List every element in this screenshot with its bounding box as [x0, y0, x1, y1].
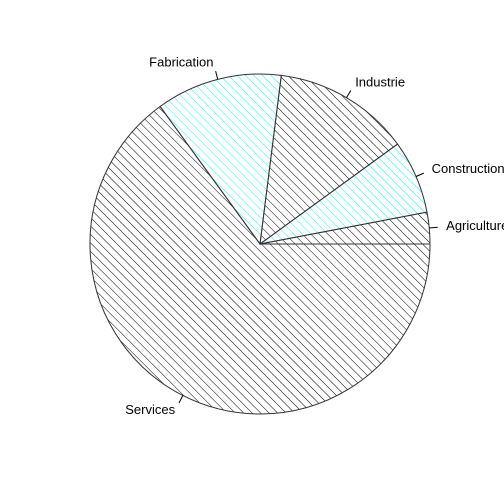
pie-leader-fabrication: [215, 70, 219, 80]
pie-label-construction: Construction: [432, 161, 504, 176]
pie-label-industrie: Industrie: [355, 74, 405, 89]
pie-leader-construction: [415, 172, 425, 177]
pie-labels: Agriculture Construction Industrie Fabricat…: [125, 54, 504, 417]
pie-label-services: Services: [125, 402, 175, 417]
pie-slice-industrie: [259, 74, 399, 246]
pie-leader-agriculture: [429, 226, 438, 229]
pie-leader-services: [178, 395, 184, 404]
pie-slices: [89, 73, 431, 415]
pie-label-agriculture: Agriculture: [446, 218, 504, 233]
pie-leader-industrie: [346, 90, 352, 98]
pie-label-fabrication: Fabrication: [149, 54, 213, 69]
pie-slice-fabrication: [159, 73, 282, 246]
